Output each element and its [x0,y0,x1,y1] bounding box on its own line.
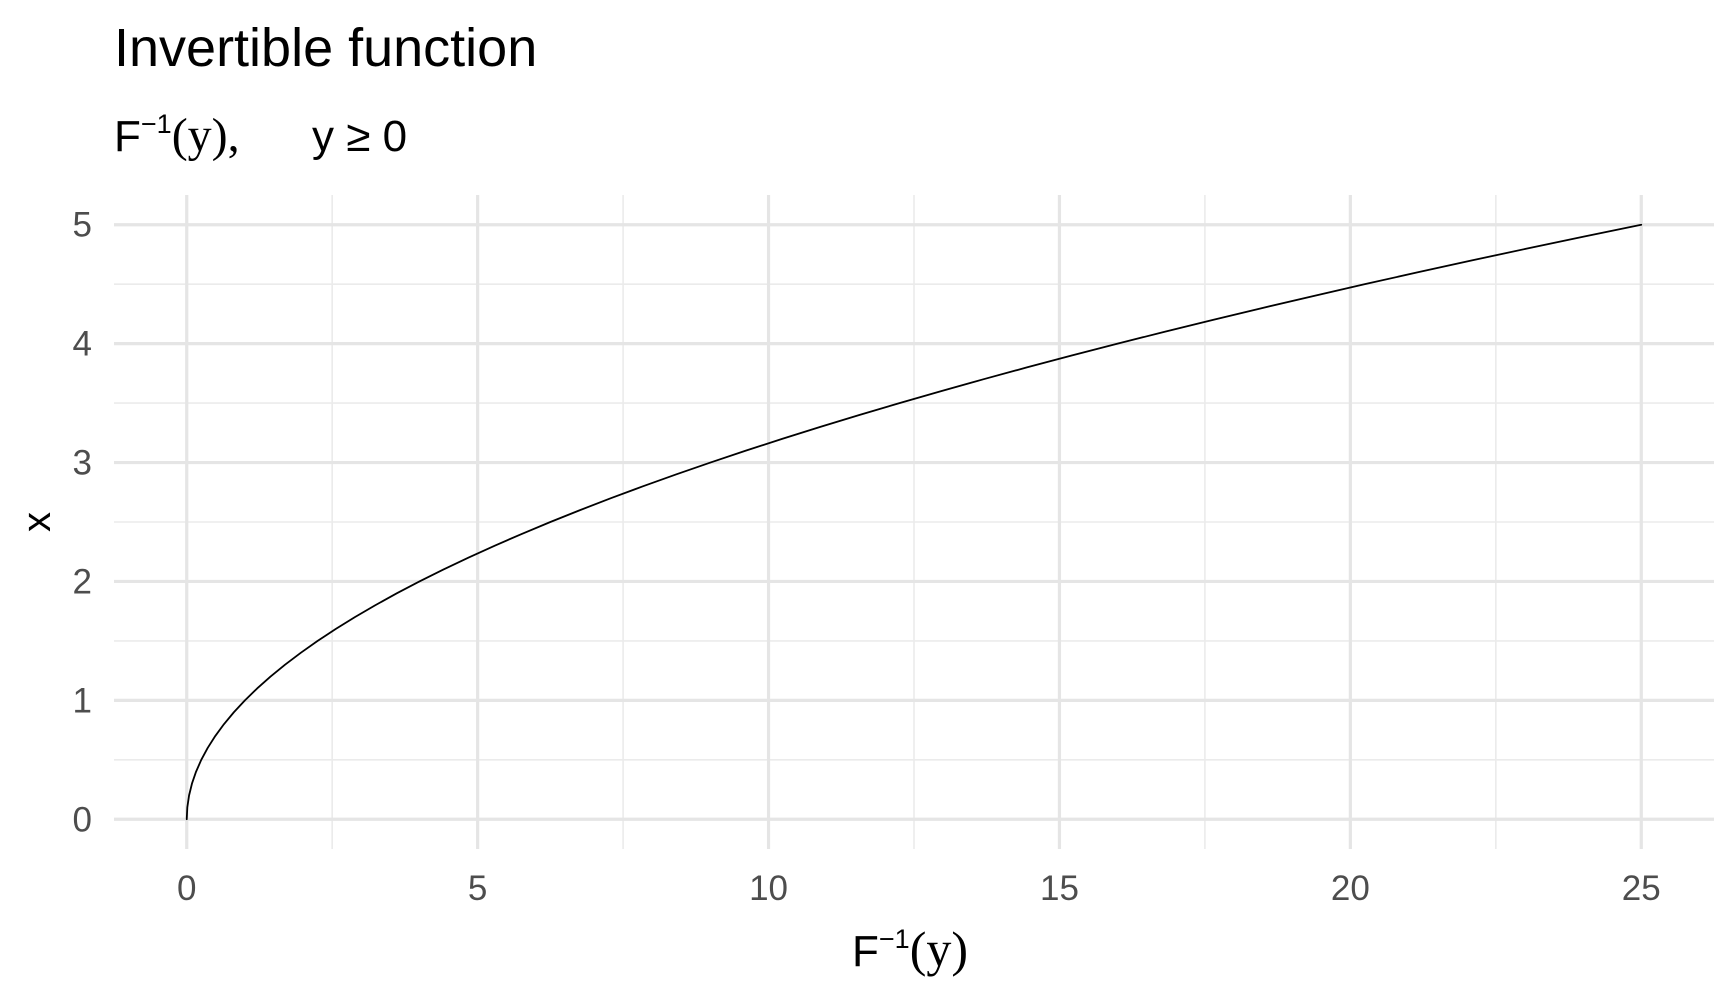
x-tick-label: 20 [1331,869,1370,908]
subtitle-condition: y ≥ 0 [312,112,407,161]
series-line [185,223,1643,821]
series-layer [185,223,1643,821]
x-tick-label: 15 [1040,869,1079,908]
subtitle-argument: (y), [172,109,240,162]
x-axis-title: F−1(y) [852,921,968,977]
y-tick-labels: 0 1 2 3 4 5 [73,206,92,840]
x-axis-title-base: F [852,927,879,976]
y-axis-title: x [15,512,59,532]
chart-subtitle: F−1(y), y ≥ 0 [114,109,407,162]
chart-title: Invertible function [114,18,537,78]
x-axis-title-superscript: −1 [879,924,910,954]
y-tick-label: 1 [73,681,92,720]
y-tick-label: 3 [73,444,92,483]
x-tick-labels: 0 5 10 15 20 25 [177,869,1661,908]
y-tick-label: 5 [73,206,92,245]
subtitle-superscript: −1 [141,109,172,139]
grid-major [114,195,1714,849]
x-tick-label: 0 [177,869,196,908]
y-tick-label: 0 [73,800,92,839]
y-tick-label: 4 [73,325,92,364]
x-axis-title-argument: (y) [910,921,968,977]
x-tick-label: 5 [468,869,487,908]
x-tick-label: 10 [749,869,788,908]
grid-minor [114,195,1714,849]
subtitle-base: F [114,112,141,161]
x-tick-label: 25 [1622,869,1661,908]
y-tick-label: 2 [73,562,92,601]
